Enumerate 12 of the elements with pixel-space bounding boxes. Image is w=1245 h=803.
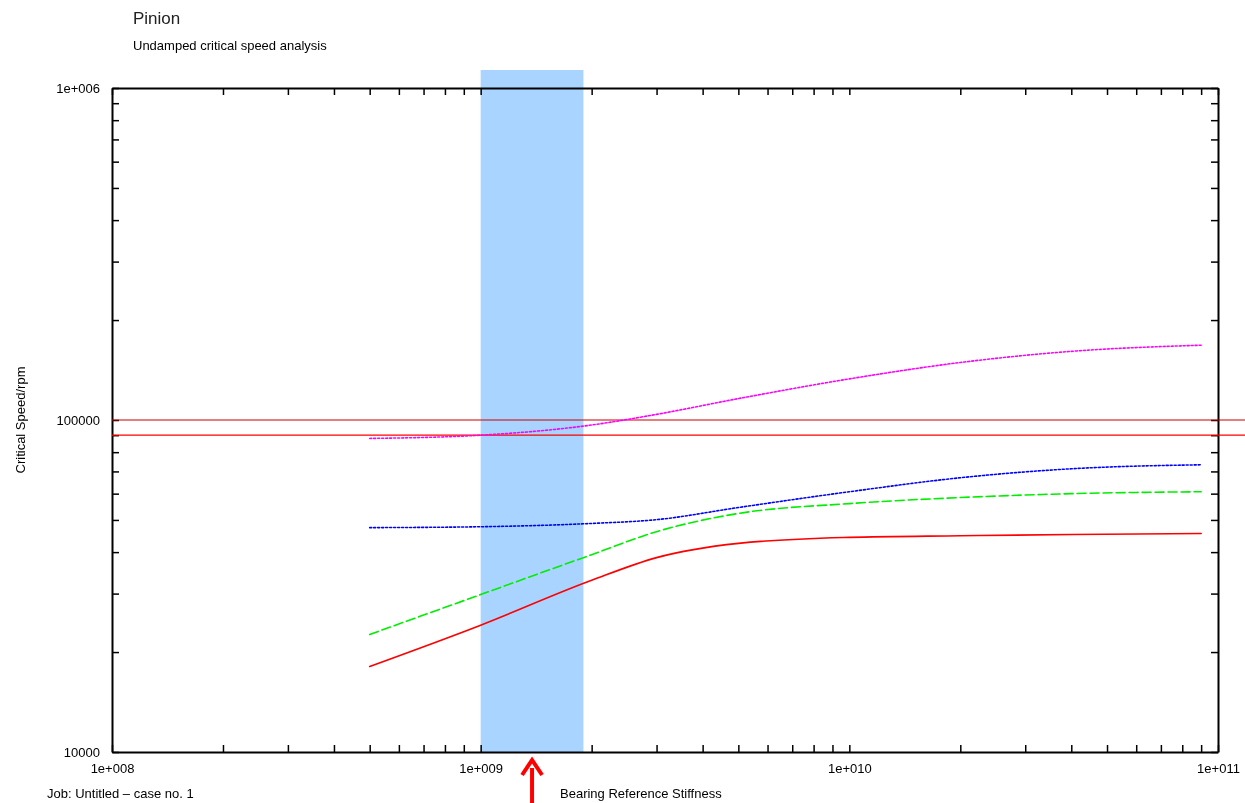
- y-tick-label: 10000: [63, 744, 100, 760]
- x-tick-label: 1e+010: [827, 761, 872, 777]
- x-axis-title: Bearing Reference Stiffness: [560, 786, 723, 801]
- chart-subtitle: Undamped critical speed analysis: [133, 38, 328, 53]
- chart-title: Pinion: [133, 9, 181, 28]
- text: Job: Untitled – case no. 1: [47, 786, 194, 801]
- x-tick-label: 1e+008: [90, 761, 135, 777]
- x-tick-label: 1e+011: [1197, 761, 1240, 777]
- y-axis-title: Critical Speed/rpm: [13, 366, 28, 474]
- x-tick-label: 1e+009: [459, 761, 504, 777]
- y-tick-label: 100000: [56, 412, 100, 428]
- y-tick-label: 1e+006: [56, 80, 100, 96]
